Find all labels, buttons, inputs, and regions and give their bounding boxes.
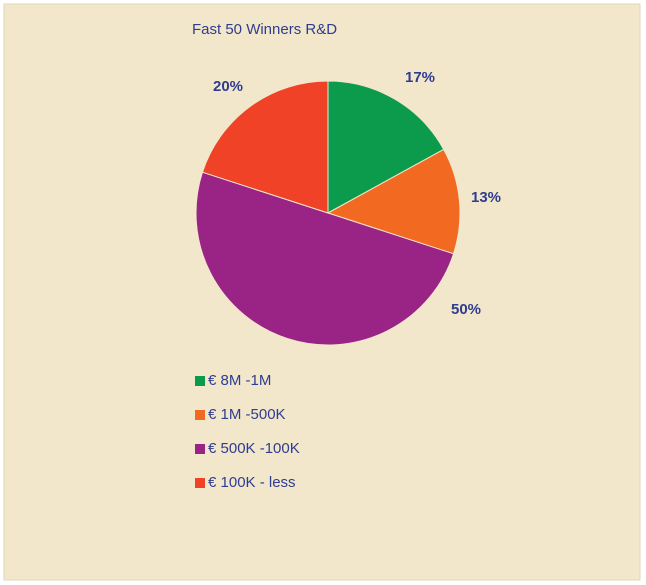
pie-slice — [201, 80, 329, 214]
legend-label: € 500K -100K — [208, 440, 300, 457]
legend-label: € 8M -1M — [208, 372, 271, 389]
data-label: 20% — [213, 78, 243, 95]
legend-swatch — [195, 376, 205, 386]
data-label: 50% — [451, 301, 481, 318]
chart-title: Fast 50 Winners R&D — [192, 21, 337, 38]
legend-swatch — [195, 444, 205, 454]
data-label: 13% — [471, 189, 501, 206]
legend-label: € 1M -500K — [208, 406, 286, 423]
data-label: 17% — [405, 69, 435, 86]
legend-swatch — [195, 478, 205, 488]
pie-slice — [195, 171, 455, 346]
legend-label: € 100K - less — [208, 474, 296, 491]
pie-slice — [326, 148, 461, 255]
pie-slice — [327, 80, 445, 214]
legend-swatch — [195, 410, 205, 420]
